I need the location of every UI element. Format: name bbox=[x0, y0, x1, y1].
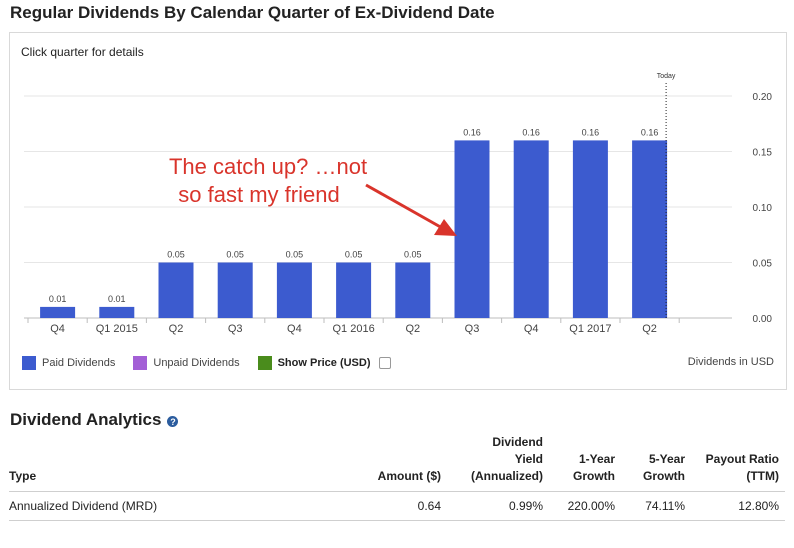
header-growth1: 1-Year Growth bbox=[549, 434, 621, 492]
bar-value-label: 0.01 bbox=[49, 294, 67, 304]
cell-amount: 0.64 bbox=[345, 491, 447, 521]
bar bbox=[572, 140, 608, 318]
legend-swatch-unpaid bbox=[133, 356, 148, 370]
header-growth5-line1: 5-Year bbox=[648, 452, 685, 466]
cell-payout: 12.80% bbox=[691, 491, 785, 521]
y-tick-label: 0.20 bbox=[753, 92, 773, 103]
table-row: Annualized Dividend (MRD) 0.64 0.99% 220… bbox=[9, 491, 785, 521]
bar bbox=[632, 140, 668, 318]
legend-label-paid: Paid Dividends bbox=[42, 357, 116, 369]
bar bbox=[454, 140, 490, 318]
x-tick-label: Q3 bbox=[465, 323, 480, 335]
page-title: Regular Dividends By Calendar Quarter of… bbox=[10, 3, 495, 22]
x-tick-label: Q4 bbox=[524, 323, 539, 335]
dividend-chart-panel: 0.00 0.05 0.10 0.15 0.20 0.01 Q4 0.01 Q1 2015 0.0… bbox=[9, 32, 787, 390]
header-yield-line1: Dividend bbox=[492, 435, 543, 449]
bar-value-label: 0.16 bbox=[641, 127, 659, 137]
analytics-title-text: Dividend Analytics bbox=[10, 410, 162, 429]
header-payout-line2: (TTM) bbox=[746, 469, 779, 483]
legend-paid-dividends[interactable]: Paid Dividends bbox=[22, 356, 115, 370]
bar bbox=[40, 306, 76, 318]
legend-unpaid-dividends[interactable]: Unpaid Dividends bbox=[133, 356, 240, 370]
cell-growth1: 220.00% bbox=[549, 491, 621, 521]
header-payout-line1: Payout Ratio bbox=[705, 452, 779, 466]
bar bbox=[276, 262, 312, 318]
cell-yield: 0.99% bbox=[447, 491, 549, 521]
annotation-arrow-head bbox=[434, 219, 457, 236]
analytics-header-row: Type Amount ($) Dividend Yield (Annualiz… bbox=[9, 434, 785, 492]
x-tick-label: Q1 2015 bbox=[96, 323, 138, 335]
y-tick-label: 0.00 bbox=[753, 314, 773, 325]
annotation-line-2: so fast my friend bbox=[178, 182, 339, 207]
legend-swatch-price bbox=[257, 356, 272, 370]
chart-hint: Click quarter for details bbox=[21, 45, 144, 59]
x-tick-label: Q2 bbox=[405, 323, 420, 335]
legend-label-price: Show Price (USD) bbox=[277, 357, 371, 369]
units-note: Dividends in USD bbox=[687, 356, 774, 368]
cell-growth5: 74.11% bbox=[621, 491, 691, 521]
y-tick-label: 0.10 bbox=[753, 203, 773, 214]
legend-label-unpaid: Unpaid Dividends bbox=[153, 357, 240, 369]
header-growth1-line1: 1-Year bbox=[578, 452, 615, 466]
legend-show-price[interactable]: Show Price (USD) bbox=[257, 356, 391, 370]
bar-value-label: 0.16 bbox=[522, 127, 540, 137]
x-tick-label: Q1 2017 bbox=[569, 323, 611, 335]
cell-type: Annualized Dividend (MRD) bbox=[9, 491, 345, 521]
y-tick-label: 0.05 bbox=[753, 259, 773, 270]
bar-value-label: 0.16 bbox=[463, 127, 481, 137]
bar-value-label: 0.05 bbox=[404, 250, 422, 260]
x-tick-label: Q2 bbox=[169, 323, 184, 335]
bar-value-label: 0.05 bbox=[286, 250, 304, 260]
header-yield: Dividend Yield (Annualized) bbox=[447, 434, 549, 492]
bar bbox=[336, 262, 372, 318]
chart-legend: Paid Dividends Unpaid Dividends Show Pri… bbox=[22, 356, 409, 370]
today-marker-label: Today bbox=[657, 73, 676, 80]
annotation-arrow-shaft bbox=[365, 183, 445, 231]
y-tick-label: 0.15 bbox=[753, 148, 773, 159]
bar bbox=[158, 262, 194, 318]
bar bbox=[99, 306, 135, 318]
header-growth5-line2: Growth bbox=[643, 469, 685, 483]
header-yield-line2: Yield bbox=[514, 452, 543, 466]
bar bbox=[395, 262, 431, 318]
header-yield-line3: (Annualized) bbox=[471, 469, 543, 483]
analytics-title: Dividend Analytics ? bbox=[10, 410, 179, 430]
header-type: Type bbox=[9, 434, 345, 492]
analytics-table: Type Amount ($) Dividend Yield (Annualiz… bbox=[9, 434, 785, 521]
bar-value-label: 0.01 bbox=[108, 294, 126, 304]
annotation-line-1: The catch up? …not bbox=[169, 154, 367, 179]
bar-value-label: 0.16 bbox=[582, 127, 600, 137]
header-growth5: 5-Year Growth bbox=[621, 434, 691, 492]
x-tick-label: Q3 bbox=[228, 323, 243, 335]
x-tick-label: Q4 bbox=[50, 323, 65, 335]
bar-value-label: 0.05 bbox=[226, 250, 244, 260]
bar-value-label: 0.05 bbox=[167, 250, 185, 260]
header-amount: Amount ($) bbox=[345, 434, 447, 492]
show-price-checkbox[interactable] bbox=[378, 357, 391, 369]
bar bbox=[513, 140, 549, 318]
header-growth1-line2: Growth bbox=[573, 469, 615, 483]
x-tick-label: Q1 2016 bbox=[332, 323, 374, 335]
bar bbox=[217, 262, 253, 318]
x-tick-label: Q4 bbox=[287, 323, 302, 335]
question-circle-icon[interactable]: ? bbox=[167, 416, 179, 427]
dividend-bar-chart[interactable]: 0.00 0.05 0.10 0.15 0.20 0.01 Q4 0.01 Q1 2015 0.0… bbox=[10, 33, 786, 389]
bar-value-label: 0.05 bbox=[345, 250, 363, 260]
header-payout: Payout Ratio (TTM) bbox=[691, 434, 785, 492]
x-tick-label: Q2 bbox=[642, 323, 657, 335]
legend-swatch-paid bbox=[22, 356, 36, 370]
